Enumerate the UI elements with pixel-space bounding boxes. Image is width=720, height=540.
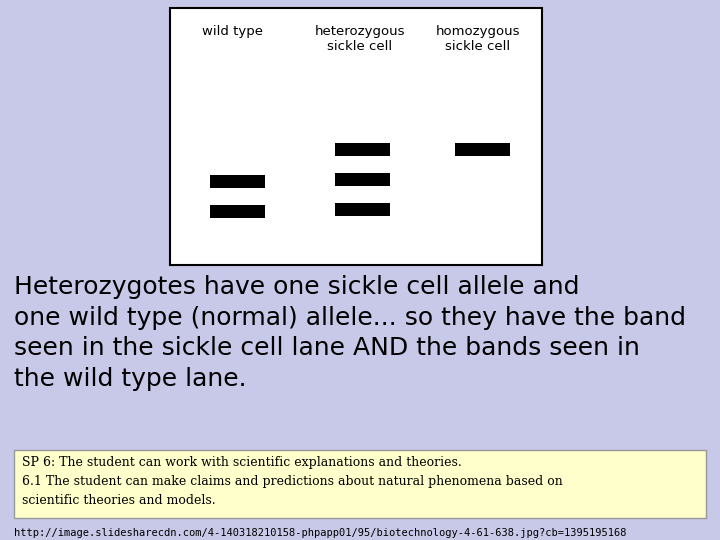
Text: Heterozygotes have one sickle cell allele and
one wild type (normal) allele... s: Heterozygotes have one sickle cell allel… [14,275,686,391]
Bar [210,205,265,218]
Text: heterozygous
sickle cell: heterozygous sickle cell [315,25,405,53]
Bar [335,203,390,216]
Text: homozygous
sickle cell: homozygous sickle cell [436,25,521,53]
Text: SP 6: The student can work with scientific explanations and theories.
6.1 The st: SP 6: The student can work with scientif… [22,456,563,507]
Bar [170,8,542,265]
Text: http://image.slidesharecdn.com/4-140318210158-phpapp01/95/biotechnology-4-61-638: http://image.slidesharecdn.com/4-1403182… [14,528,626,538]
Bar [335,173,390,186]
Bar [335,143,390,156]
Bar [210,175,265,188]
Text: wild type: wild type [202,25,264,38]
Bar [455,143,510,156]
Bar [14,450,706,518]
